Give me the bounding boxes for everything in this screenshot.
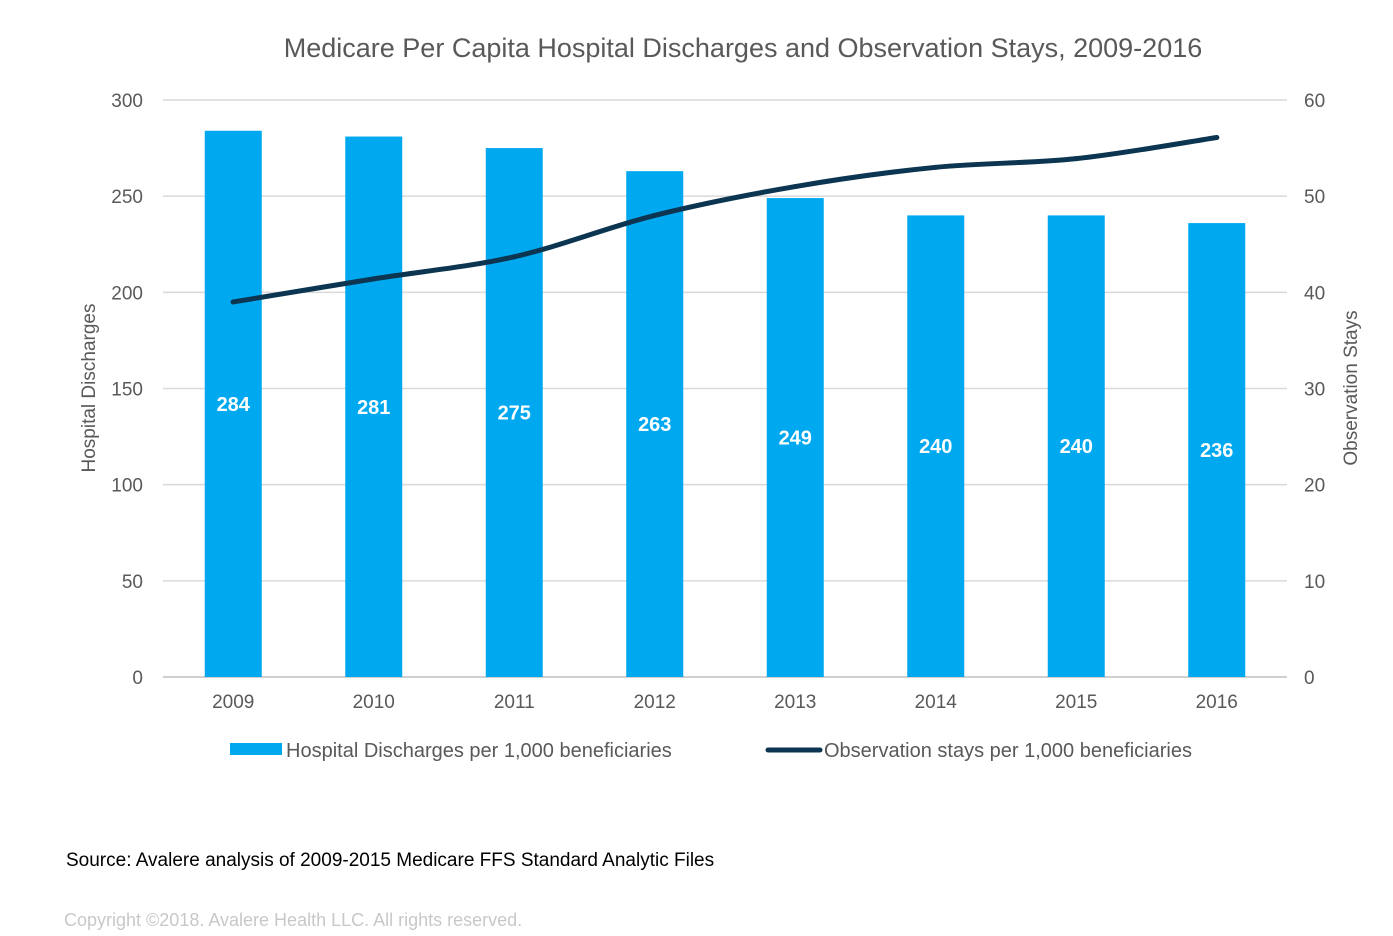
- x-tick-label: 2011: [494, 692, 535, 713]
- copyright-note: Copyright ©2018. Avalere Health LLC. All…: [64, 910, 523, 930]
- axes: 0 50 100 150 200 250 300 0 10 20 30 40 50 60 2009 2010 2…: [111, 91, 1325, 713]
- observation-stays-line: [230, 135, 1220, 305]
- bar: [766, 198, 824, 677]
- bar-data-label: 281: [357, 397, 390, 419]
- y-right-tick-label: 60: [1304, 91, 1325, 112]
- bar-data-label: 240: [919, 436, 952, 458]
- x-tick-label: 2014: [915, 692, 958, 713]
- y-right-tick-label: 40: [1304, 283, 1325, 304]
- y-right-tick-label: 10: [1304, 572, 1325, 593]
- data-labels: 284 281 275 263 249 240 240 236: [217, 394, 1234, 462]
- bar: [1047, 215, 1105, 677]
- y-right-tick-label: 0: [1304, 668, 1315, 689]
- y-left-tick-label: 200: [111, 283, 143, 304]
- bar-data-label: 275: [498, 403, 531, 425]
- line-series-observation-stays: [230, 135, 1220, 305]
- line-point: [1214, 135, 1220, 141]
- line-point: [933, 164, 939, 170]
- bar: [1188, 223, 1246, 678]
- legend-swatch-bars: [230, 743, 282, 755]
- bar: [626, 171, 684, 677]
- legend-label-line: Observation stays per 1,000 beneficiarie…: [824, 740, 1192, 762]
- x-tick-label: 2012: [634, 692, 676, 713]
- y-left-tick-label: 0: [132, 668, 143, 689]
- bar-data-label: 263: [638, 414, 671, 436]
- bar: [485, 148, 543, 678]
- y-right-tick-label: 30: [1304, 380, 1325, 401]
- x-tick-label: 2009: [212, 692, 254, 713]
- y-left-tick-label: 300: [111, 91, 143, 112]
- line-point: [511, 254, 517, 260]
- chart-title: Medicare Per Capita Hospital Discharges …: [284, 33, 1203, 63]
- source-note: Source: Avalere analysis of 2009-2015 Me…: [66, 850, 715, 871]
- line-point: [230, 299, 236, 305]
- bar-data-label: 249: [779, 428, 812, 450]
- x-tick-label: 2016: [1196, 692, 1238, 713]
- y-right-axis-title: Observation Stays: [1341, 310, 1362, 465]
- y-left-axis-title: Hospital Discharges: [79, 304, 100, 473]
- bar: [345, 136, 403, 677]
- gridlines: [163, 99, 1287, 678]
- bar-data-label: 240: [1060, 436, 1093, 458]
- bar-data-label: 236: [1200, 440, 1233, 462]
- legend-label-bars: Hospital Discharges per 1,000 beneficiar…: [286, 740, 672, 762]
- y-left-tick-label: 150: [111, 380, 143, 401]
- x-tick-label: 2010: [353, 692, 395, 713]
- bar-data-label: 284: [217, 394, 251, 416]
- bar-series-hospital-discharges: [204, 130, 1246, 678]
- line-point: [1073, 156, 1079, 162]
- x-tick-label: 2015: [1055, 692, 1097, 713]
- y-right-tick-label: 20: [1304, 476, 1325, 497]
- y-right-tick-label: 50: [1304, 187, 1325, 208]
- x-tick-label: 2013: [774, 692, 816, 713]
- y-left-tick-label: 100: [111, 476, 143, 497]
- bar: [907, 215, 965, 677]
- line-point: [371, 276, 377, 282]
- legend: Hospital Discharges per 1,000 beneficiar…: [230, 740, 1192, 762]
- y-left-tick-label: 50: [122, 572, 143, 593]
- y-left-tick-label: 250: [111, 187, 143, 208]
- line-point: [792, 184, 798, 190]
- line-point: [652, 212, 658, 218]
- bar: [204, 130, 262, 678]
